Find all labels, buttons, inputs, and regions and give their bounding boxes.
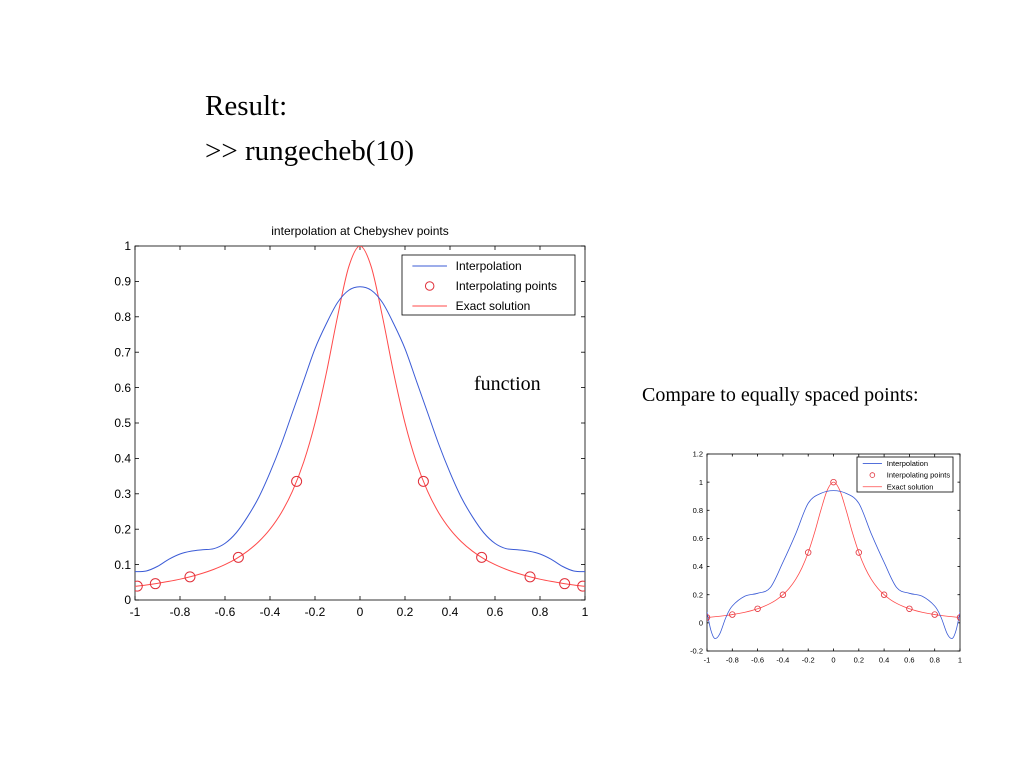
- legend-label: Interpolating points: [887, 471, 951, 480]
- x-tick-label: 0.8: [532, 605, 549, 619]
- interpolating-point-marker: [232, 551, 244, 563]
- legend-label: Interpolation: [456, 259, 522, 273]
- legend-marker-swatch: [424, 281, 435, 291]
- y-tick-label: 1: [124, 239, 131, 253]
- x-tick-label: -0.2: [802, 656, 815, 665]
- plot-area: [707, 478, 960, 639]
- x-tick-label: 0.8: [929, 656, 939, 665]
- chart-1: interpolation at Chebyshev points -1 -0.8 -…: [114, 224, 588, 619]
- legend-box: [401, 254, 576, 316]
- x-tick-label: 0: [831, 656, 835, 665]
- legend-label: Interpolating points: [456, 279, 557, 293]
- function-annotation: function: [474, 373, 541, 395]
- legend-box: [856, 456, 954, 493]
- interpolating-point-marker: [754, 605, 761, 612]
- y-tick-label: 0.9: [114, 275, 131, 289]
- x-tick-label: -0.4: [776, 656, 789, 665]
- y-tick-label: 0: [699, 618, 703, 627]
- x-tick-label: 1: [958, 656, 962, 665]
- x-tick-label: 1: [582, 605, 589, 619]
- y-tick-label: 0: [124, 593, 131, 607]
- y-tick-label: 0.2: [693, 590, 703, 599]
- series-interpolation-line: [707, 490, 960, 639]
- x-tick-label: 0.2: [854, 656, 864, 665]
- interpolating-point-marker: [805, 549, 812, 556]
- interpolating-point-marker: [476, 551, 488, 563]
- result-heading: Result:: [205, 90, 288, 122]
- x-tick-label: -0.6: [751, 656, 764, 665]
- interpolating-point-marker: [135, 580, 143, 592]
- y-tick-label: 0.7: [114, 345, 131, 359]
- legend-label: Exact solution: [887, 482, 934, 491]
- interpolating-point-marker: [184, 571, 196, 583]
- interpolating-point-marker: [906, 605, 913, 612]
- interpolating-point-marker: [880, 591, 888, 598]
- interpolating-point-marker: [956, 614, 960, 621]
- interpolating-point-marker: [524, 571, 536, 583]
- legend: Interpolation Interpolating points Exact s…: [856, 456, 954, 493]
- command-line: >> rungecheb(10): [205, 135, 415, 167]
- interpolating-point-marker: [707, 614, 711, 621]
- compare-caption: Compare to equally spaced points:: [642, 384, 919, 406]
- interpolating-point-marker: [149, 578, 161, 590]
- x-tick-label: 0: [357, 605, 364, 619]
- x-tick-label: -0.2: [305, 605, 326, 619]
- x-tick-label: -1: [130, 605, 141, 619]
- x-tick-label: -0.6: [215, 605, 236, 619]
- legend-label: Exact solution: [456, 299, 531, 313]
- y-tick-label: 1: [699, 478, 703, 487]
- y-tick-label: 0.8: [114, 310, 131, 324]
- y-tick-label: 0.3: [114, 487, 131, 501]
- y-tick-label: 0.4: [114, 452, 131, 466]
- interpolating-point-marker: [417, 475, 429, 487]
- x-tick-label: 0.6: [904, 656, 914, 665]
- chart-2: -1 -0.8 -0.6 -0.4 -0.2 0 0.2 0.4 0.6 0.8 1 -0.2 0 0.2…: [690, 450, 962, 665]
- chart-title: interpolation at Chebyshev points: [271, 224, 448, 238]
- interpolating-point-marker: [729, 611, 736, 618]
- y-tick-label: 0.1: [114, 558, 131, 572]
- y-tick-label: 0.6: [114, 381, 131, 395]
- series-exact-solution-line: [135, 246, 585, 587]
- x-tick-label: 0.2: [397, 605, 414, 619]
- interpolating-point-marker: [559, 578, 571, 590]
- interpolating-point-marker: [577, 580, 585, 592]
- x-tick-label: 0.4: [879, 656, 889, 665]
- series-exact-solution-line: [707, 481, 960, 618]
- legend-label: Interpolation: [887, 459, 928, 468]
- legend: Interpolation Interpolating points Exact s…: [401, 254, 576, 316]
- series-interpolation-line: [135, 286, 585, 573]
- interpolating-point-marker: [779, 591, 787, 598]
- y-tick-label: 0.4: [693, 562, 703, 571]
- x-tick-label: 0.4: [442, 605, 459, 619]
- y-tick-label: 0.8: [693, 506, 703, 515]
- x-tick-label: -0.4: [260, 605, 281, 619]
- y-tick-label: 1.2: [693, 450, 703, 459]
- y-tick-label: 0.6: [693, 534, 703, 543]
- x-tick-label: 0.6: [487, 605, 504, 619]
- plot-area: [135, 246, 585, 592]
- x-tick-label: -0.8: [170, 605, 191, 619]
- x-tick-label: -1: [704, 656, 711, 665]
- x-tick-label: -0.8: [726, 656, 739, 665]
- interpolating-point-marker: [931, 611, 938, 618]
- y-tick-label: 0.2: [114, 522, 131, 536]
- interpolating-point-marker: [855, 549, 862, 556]
- legend-marker-swatch: [869, 472, 876, 478]
- interpolating-point-marker: [830, 478, 837, 486]
- y-tick-label: -0.2: [690, 647, 703, 656]
- y-tick-label: 0.5: [114, 416, 131, 430]
- interpolating-point-marker: [291, 475, 303, 487]
